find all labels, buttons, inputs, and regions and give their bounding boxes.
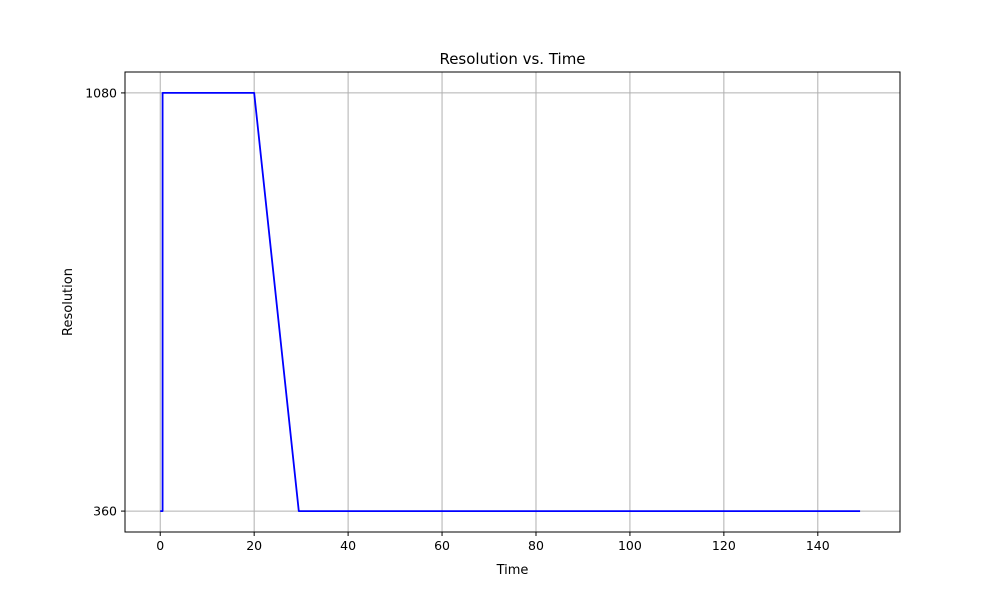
axis-ticks: 0 20 40 60 80 100 120 140 360 1080 xyxy=(85,85,830,553)
x-tick-label: 20 xyxy=(246,538,262,553)
x-tick-label: 0 xyxy=(156,538,164,553)
x-tick-label: 60 xyxy=(434,538,450,553)
y-tick-label: 1080 xyxy=(85,85,117,100)
y-axis-label: Resolution xyxy=(61,268,76,336)
x-axis-label: Time xyxy=(496,563,529,578)
x-tick-label: 140 xyxy=(806,538,830,553)
plot-area-frame xyxy=(124,71,901,533)
chart-title: Resolution vs. Time xyxy=(439,50,585,68)
x-tick-label: 120 xyxy=(712,538,736,553)
x-tick-label: 80 xyxy=(528,538,544,553)
series-layer xyxy=(160,92,861,512)
y-tick-label: 360 xyxy=(93,504,117,519)
x-tick-label: 40 xyxy=(340,538,356,553)
x-tick-label: 100 xyxy=(618,538,642,553)
resolution-series-line xyxy=(160,92,861,512)
